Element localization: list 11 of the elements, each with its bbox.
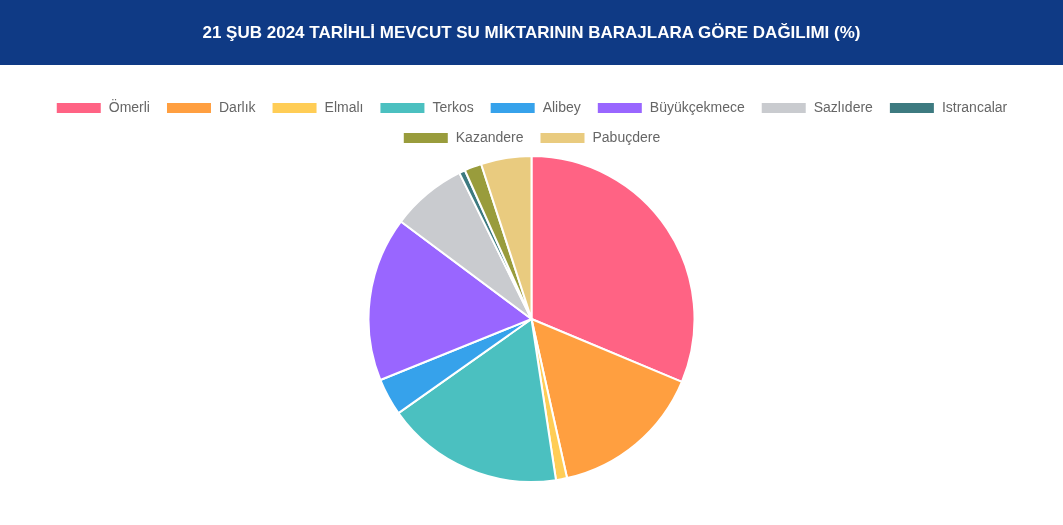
legend-label: Istrancalar [941, 98, 1008, 115]
legend-label: Sazlıdere [813, 98, 874, 115]
legend-label: Ömerli [108, 97, 150, 115]
legend-label: Pabuçdere [592, 128, 661, 145]
legend-label: Büyükçekmece [649, 98, 745, 115]
legend-label: Darlık [218, 98, 257, 115]
legend-label: Terkos [432, 98, 474, 115]
legend-label: Kazandere [455, 128, 524, 145]
chart-title: 21 ŞUB 2024 TARİHLİ MEVCUT SU MİKTARININ BARAJLARA GÖRE DAĞILIMI (%) [0, 0, 1063, 65]
legend-label: Elmalı [324, 98, 364, 115]
legend-label: Alibey [542, 98, 581, 115]
